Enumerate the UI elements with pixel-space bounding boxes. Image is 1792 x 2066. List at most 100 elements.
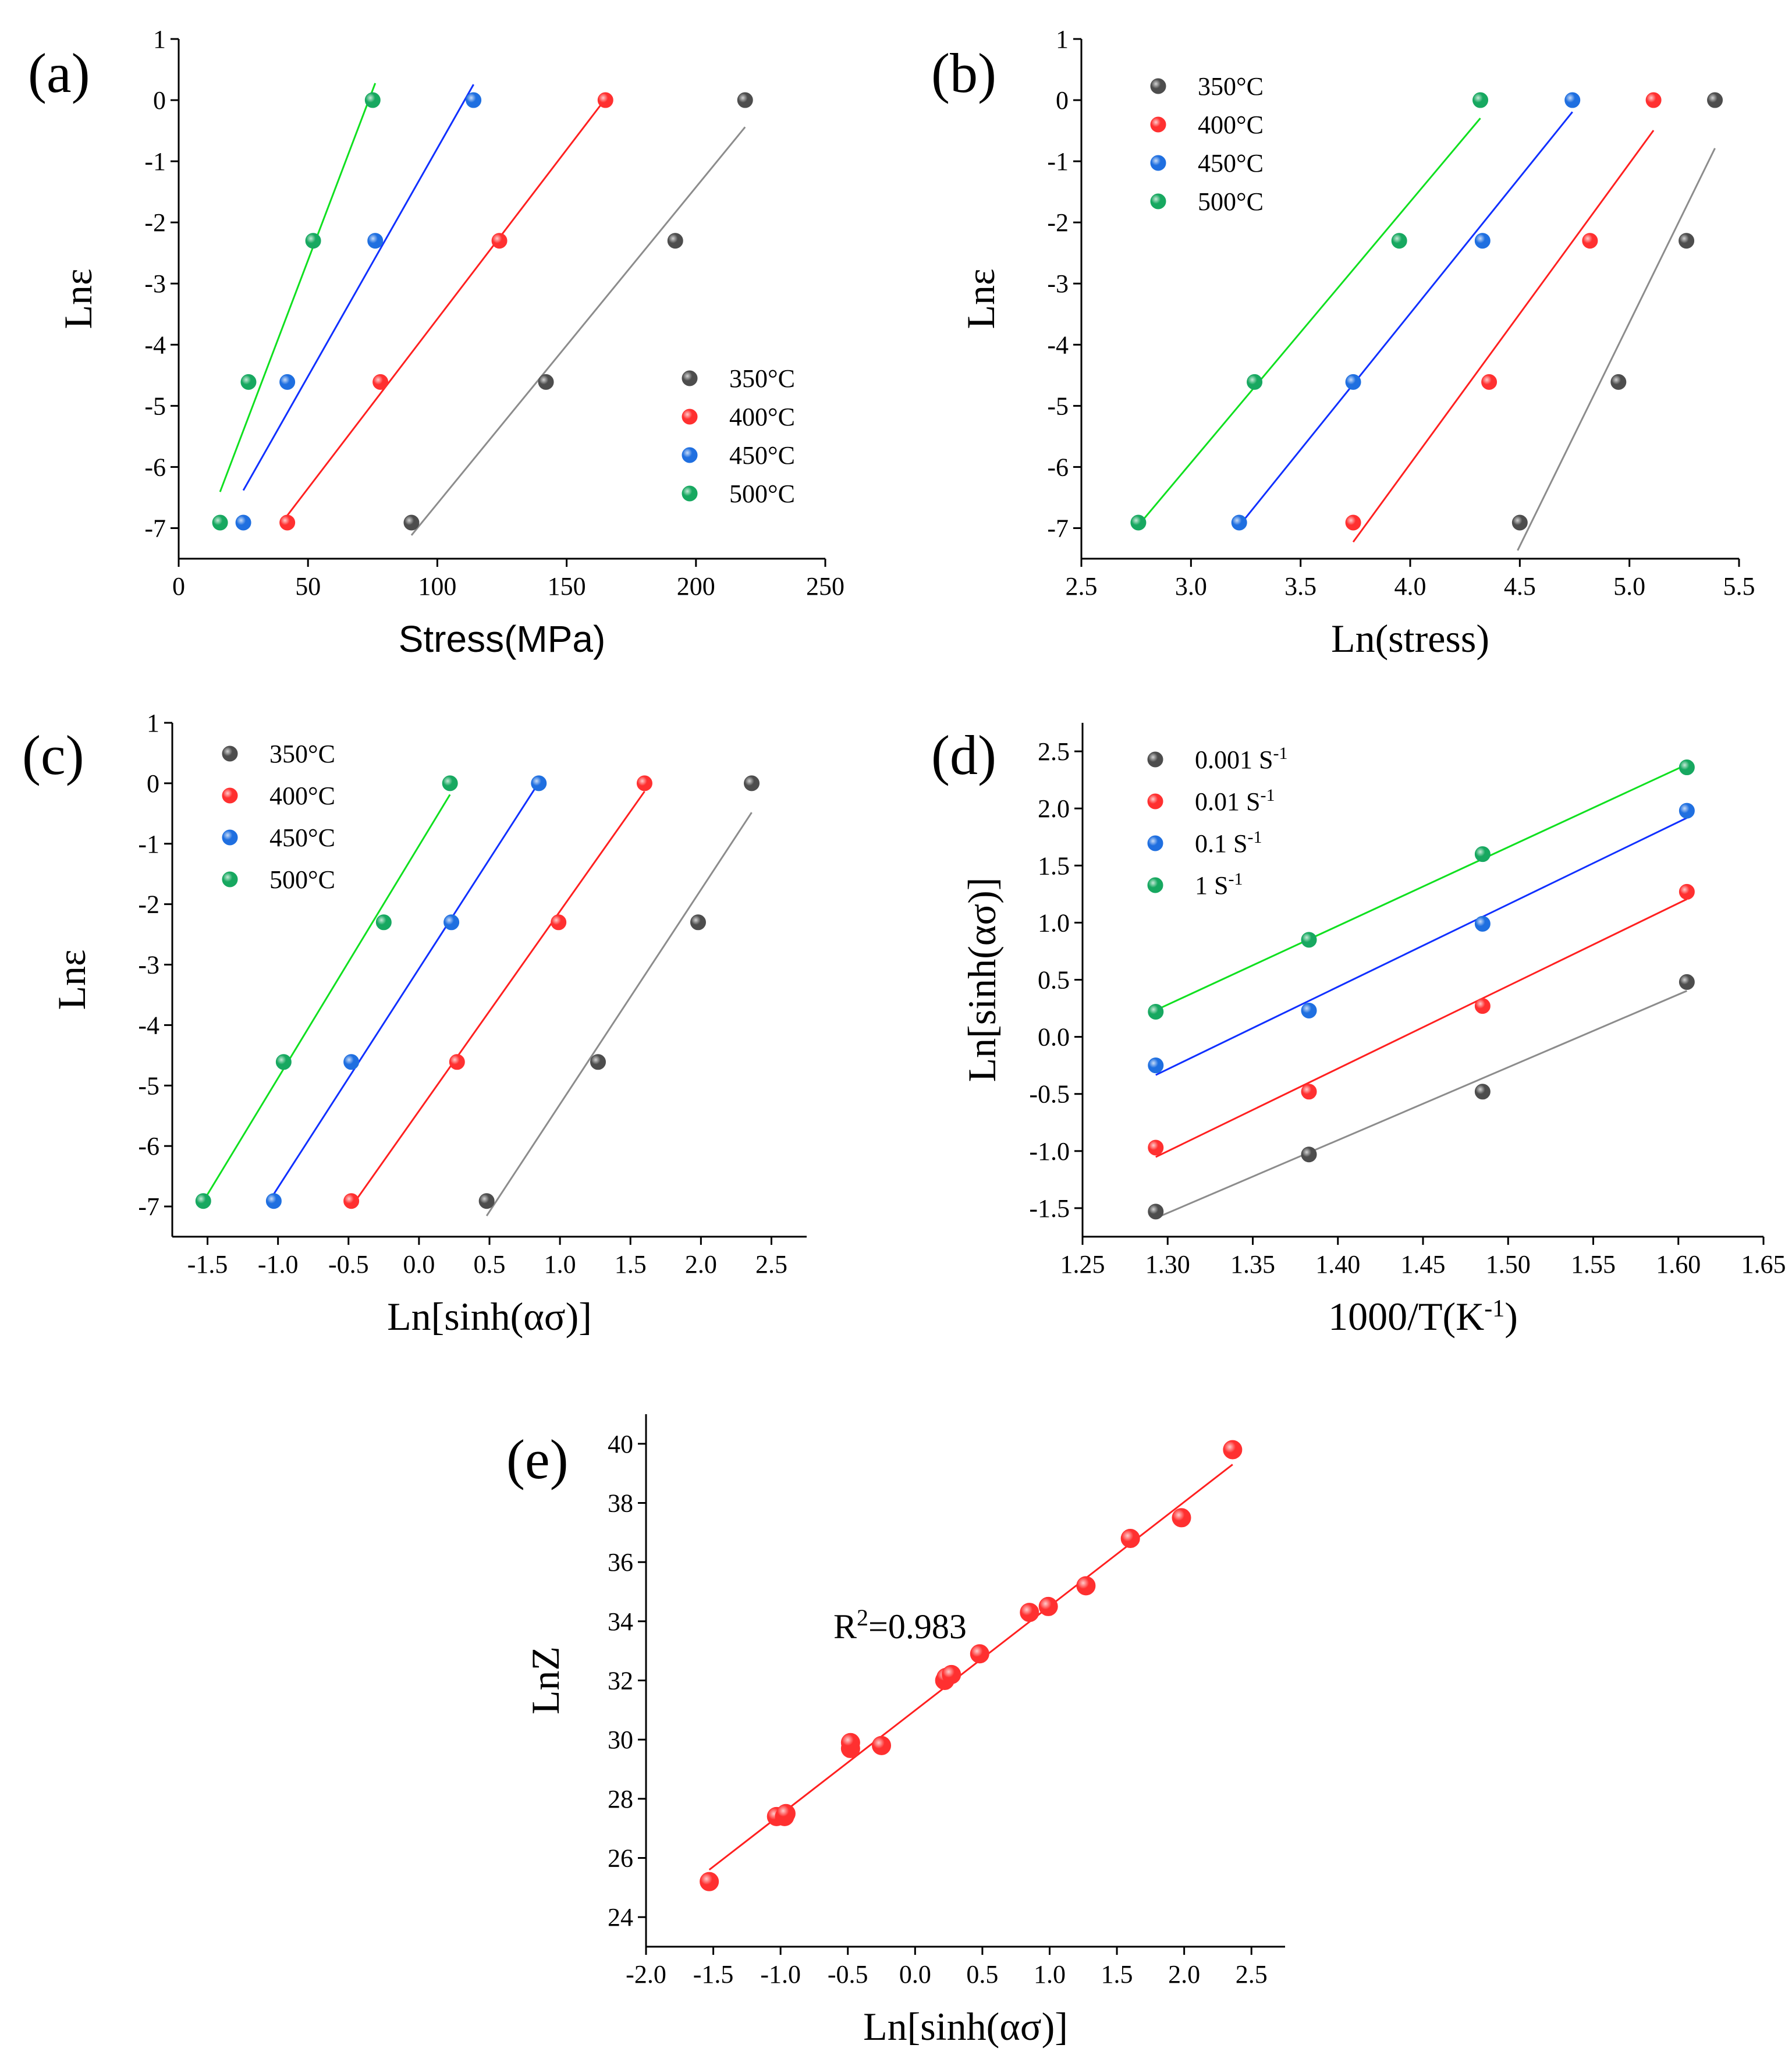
y-tick-label: 1 (1056, 25, 1069, 54)
legend-label: 0.1 S-1 (1195, 828, 1262, 858)
data-point (942, 1664, 961, 1684)
fit-line (219, 83, 377, 492)
fit-line (485, 812, 753, 1216)
x-tick-label: 4.0 (1394, 572, 1426, 601)
y-tick-label: 32 (608, 1667, 633, 1695)
y-tick-label: 1 (147, 709, 159, 737)
fit-line (1517, 148, 1716, 551)
x-tick-label: 250 (806, 572, 844, 601)
chart-panel-4: 1.25 1.30 1.35 1.40 1.45 1.50 1.55 1.60 1.65 2.5 2… (931, 723, 1786, 1339)
x-tick-label: 1.40 (1315, 1250, 1360, 1279)
x-tick-label: 2.5 (1236, 1960, 1268, 1989)
legend-marker (1147, 793, 1163, 810)
data-point (1076, 1576, 1096, 1596)
x-axis-label: Stress(MPa) (399, 618, 606, 660)
legend-marker (682, 485, 698, 502)
data-point (343, 1193, 360, 1209)
x-tick-label: 100 (418, 572, 456, 601)
x-tick-label: 1.55 (1571, 1250, 1616, 1279)
panel-label: (e) (506, 1428, 569, 1490)
data-point (1038, 1596, 1058, 1616)
legend-marker (1150, 78, 1166, 94)
fit-line (1137, 118, 1481, 526)
legend-marker (682, 370, 698, 386)
x-tick-label: 3.0 (1175, 572, 1207, 601)
legend-label-sup: -1 (1260, 786, 1275, 805)
data-point (700, 1872, 719, 1891)
fit-line (1155, 898, 1688, 1158)
data-point (1148, 1057, 1164, 1074)
r-squared-sup: 2 (857, 1604, 868, 1631)
y-tick-label: 1.0 (1038, 908, 1070, 937)
data-point (1474, 1084, 1491, 1100)
x-tick-label: -1.5 (693, 1960, 734, 1989)
y-tick-label: 2.5 (1038, 737, 1070, 766)
legend-marker (1150, 155, 1166, 171)
x-tick-label: 200 (677, 572, 715, 601)
data-point (636, 775, 652, 791)
legend-marker (222, 829, 238, 846)
data-point (970, 1644, 989, 1664)
fit-line (203, 794, 451, 1202)
data-point (776, 1804, 796, 1823)
legend-label: 1 S-1 (1195, 869, 1243, 900)
y-tick-label: 0 (1056, 86, 1069, 115)
panel-label: (a) (28, 42, 90, 104)
data-point (372, 374, 389, 390)
fit-line (273, 782, 540, 1195)
data-point (1148, 1140, 1164, 1156)
data-point (343, 1054, 360, 1070)
y-axis-label: Lnε (56, 268, 100, 329)
legend-marker (1150, 116, 1166, 133)
legend-marker (222, 746, 238, 762)
data-point (1120, 1529, 1140, 1548)
y-tick-label: -5 (144, 392, 166, 420)
data-point (235, 514, 251, 531)
x-tick-label: 1.25 (1060, 1250, 1105, 1279)
y-tick-label: 1 (153, 25, 166, 54)
data-point (367, 233, 384, 249)
fit-line (1352, 130, 1655, 543)
y-tick-label: 0 (153, 86, 166, 115)
data-point (538, 374, 554, 390)
x-tick-label: 0.0 (899, 1960, 931, 1989)
data-point (1130, 514, 1147, 531)
y-tick-label: 0.0 (1038, 1023, 1070, 1052)
data-point (442, 775, 458, 791)
data-point (1391, 233, 1407, 249)
panel-label: (d) (931, 724, 996, 786)
legend-label: 450°C (729, 441, 795, 470)
r-squared-value: =0.983 (868, 1607, 967, 1646)
x-tick-label: 0.5 (474, 1250, 506, 1279)
y-tick-label: -3 (144, 269, 166, 298)
data-point (1301, 1084, 1317, 1100)
x-tick-label: -0.5 (328, 1250, 369, 1279)
x-axis-label: Ln[sinh(ασ)] (387, 1294, 592, 1339)
y-tick-label: -1.5 (1029, 1194, 1070, 1223)
chart-panel-1: 0 50 100 150 200 250 1 0 -1 -2 -3 -4 -5 -6 -7 (a) Stress… (28, 25, 844, 660)
y-tick-label: -1 (138, 830, 159, 858)
x-tick-label: -1.0 (258, 1250, 299, 1279)
legend-label-sup: -1 (1247, 828, 1262, 847)
data-point (667, 233, 683, 249)
data-point (491, 233, 508, 249)
y-tick-label: -4 (138, 1011, 159, 1039)
data-point (1679, 803, 1695, 819)
data-point (1679, 883, 1695, 900)
data-point (1481, 374, 1498, 390)
data-point (1474, 846, 1491, 862)
x-axis-label-end: ) (1504, 1294, 1518, 1339)
data-point (305, 233, 321, 249)
data-point (1472, 92, 1489, 108)
x-tick-label: 1.0 (544, 1250, 576, 1279)
data-point (1679, 233, 1695, 249)
data-point (212, 514, 228, 531)
legend-label: 350°C (1198, 72, 1264, 101)
data-point (375, 914, 392, 931)
x-tick-label: 3.5 (1284, 572, 1317, 601)
x-tick-label: -2.0 (626, 1960, 666, 1989)
legend-label: 450°C (1198, 149, 1264, 178)
legend-label: 400°C (269, 782, 335, 810)
y-tick-label: -5 (138, 1071, 159, 1100)
y-tick-label: 2.0 (1038, 794, 1070, 823)
